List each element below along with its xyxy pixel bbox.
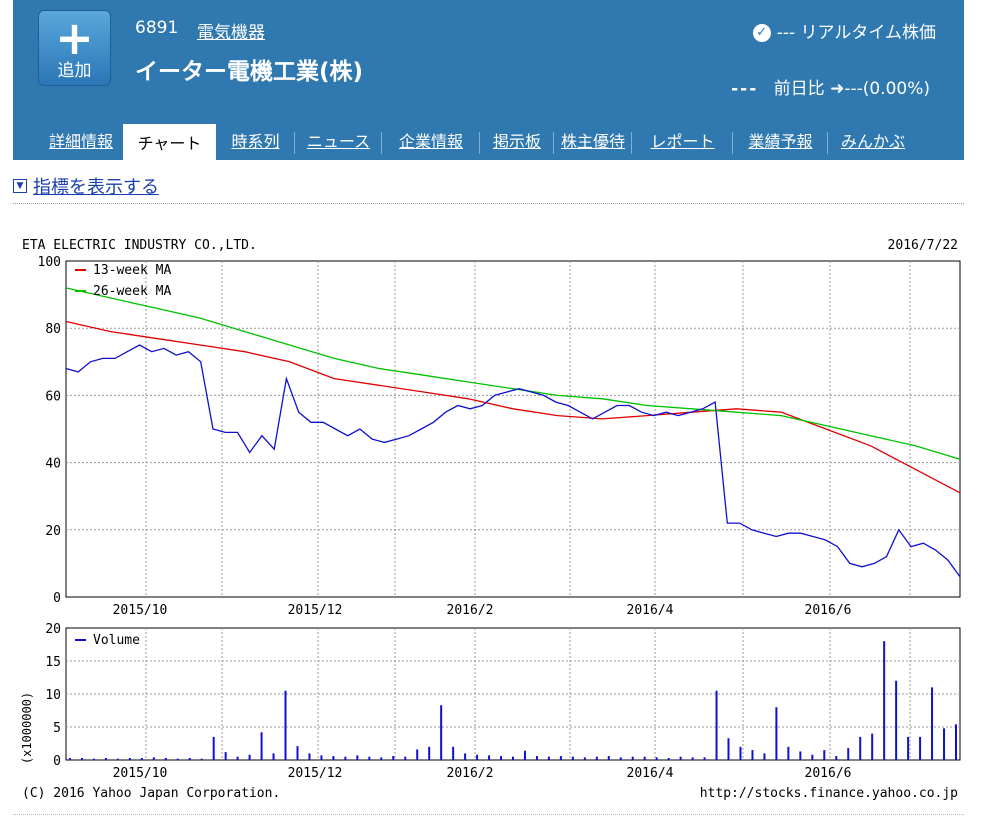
realtime-price-label: --- リアルタイム株価 [776,23,936,43]
volume-bars [69,641,957,760]
volume-y-tick-label: 0 [53,754,61,769]
tab-separator [294,132,295,154]
source-url: http://stocks.finance.yahoo.co.jp [700,786,958,801]
volume-x-tick-label: 2016/2 [447,766,494,781]
copyright: (C) 2016 Yahoo Japan Corporation. [22,786,280,801]
y-tick-label: 100 [38,255,61,270]
category-link[interactable]: 電気機器 [197,23,265,43]
volume-unit-label: (x1000000) [20,692,34,764]
tab-8[interactable]: 業績予報 [748,132,813,151]
tab-separator [732,132,733,154]
volume-y-tick-label: 20 [45,622,61,637]
volume-x-tick-label: 2016/4 [627,766,674,781]
volume-plot-area [65,627,961,761]
volume-y-tick-label: 15 [45,655,61,670]
volume-x-tick-label: 2015/12 [288,766,343,781]
series-line-price [65,344,961,578]
plus-icon: + [55,11,94,65]
change-label: 前日比 [773,79,825,99]
tab-separator [631,132,632,154]
legend-label: 13-week MA [93,263,171,278]
add-label: 追加 [57,61,92,81]
series-line-26-week-MA [65,287,961,460]
grid-lines [66,261,960,760]
current-price: --- [731,79,759,99]
series-line-13-week-MA [65,320,961,494]
expand-icon: ▼ [13,179,27,193]
tab-0[interactable]: 詳細情報 [48,132,113,151]
realtime-price-indicator: ✓ --- リアルタイム株価 [752,18,936,43]
bottom-divider [13,814,964,815]
y-tick-label: 60 [45,389,61,404]
volume-x-tick-label: 2015/10 [113,766,168,781]
y-tick-label: 20 [45,524,61,539]
tab-9[interactable]: みんかぶ [840,132,905,151]
tick-labels: 0 20 40 60 80 100 0 5 10 15 20 2015/10 2015/10 2015/1… [38,255,852,781]
tab-1[interactable]: チャート [123,124,216,162]
tab-4[interactable]: 企業情報 [398,132,463,151]
volume-y-tick-label: 5 [53,721,61,736]
company-name: イーター電機工業(株) [135,59,364,85]
legend-label: Volume [93,633,140,648]
tab-7[interactable]: レポート [650,132,715,151]
x-tick-label: 2016/2 [447,603,494,618]
legend: 13-week MA 26-week MA Volume [75,263,171,648]
tab-separator [381,132,382,154]
y-tick-label: 80 [45,322,61,337]
price-change-row: --- 前日比 ➜---(0.00%) [731,74,930,99]
volume-x-tick-label: 2016/6 [805,766,852,781]
stock-code: 6891 [135,18,179,38]
x-tick-label: 2015/12 [288,603,343,618]
tab-separator [479,132,480,154]
tab-5[interactable]: 掲示板 [492,132,541,151]
arrow-right-icon: ➜ [830,79,845,99]
divider [13,203,964,204]
legend-label: 26-week MA [93,284,171,299]
tab-2[interactable]: 時系列 [231,132,280,151]
tab-separator [553,132,554,154]
tab-separator [827,132,828,154]
x-tick-label: 2015/10 [113,603,168,618]
show-indicators-label: 指標を表示する [33,177,159,198]
tab-6[interactable]: 株主優待 [560,132,625,151]
chart-date: 2016/7/22 [888,238,958,253]
price-lines [65,287,961,578]
y-tick-label: 0 [53,591,61,606]
x-tick-label: 2016/6 [805,603,852,618]
tab-3[interactable]: ニュース [306,132,371,151]
show-indicators-toggle[interactable]: ▼ 指標を表示する [13,173,159,199]
x-tick-label: 2016/4 [627,603,674,618]
add-to-portfolio-button[interactable]: + 追加 [38,10,111,86]
chart-company-title: ETA ELECTRIC INDUSTRY CO.,LTD. [22,238,257,253]
volume-y-tick-label: 10 [45,688,61,703]
check-circle-icon: ✓ [752,24,771,42]
y-tick-label: 40 [45,457,61,472]
change-value: ---(0.00%) [844,79,930,99]
